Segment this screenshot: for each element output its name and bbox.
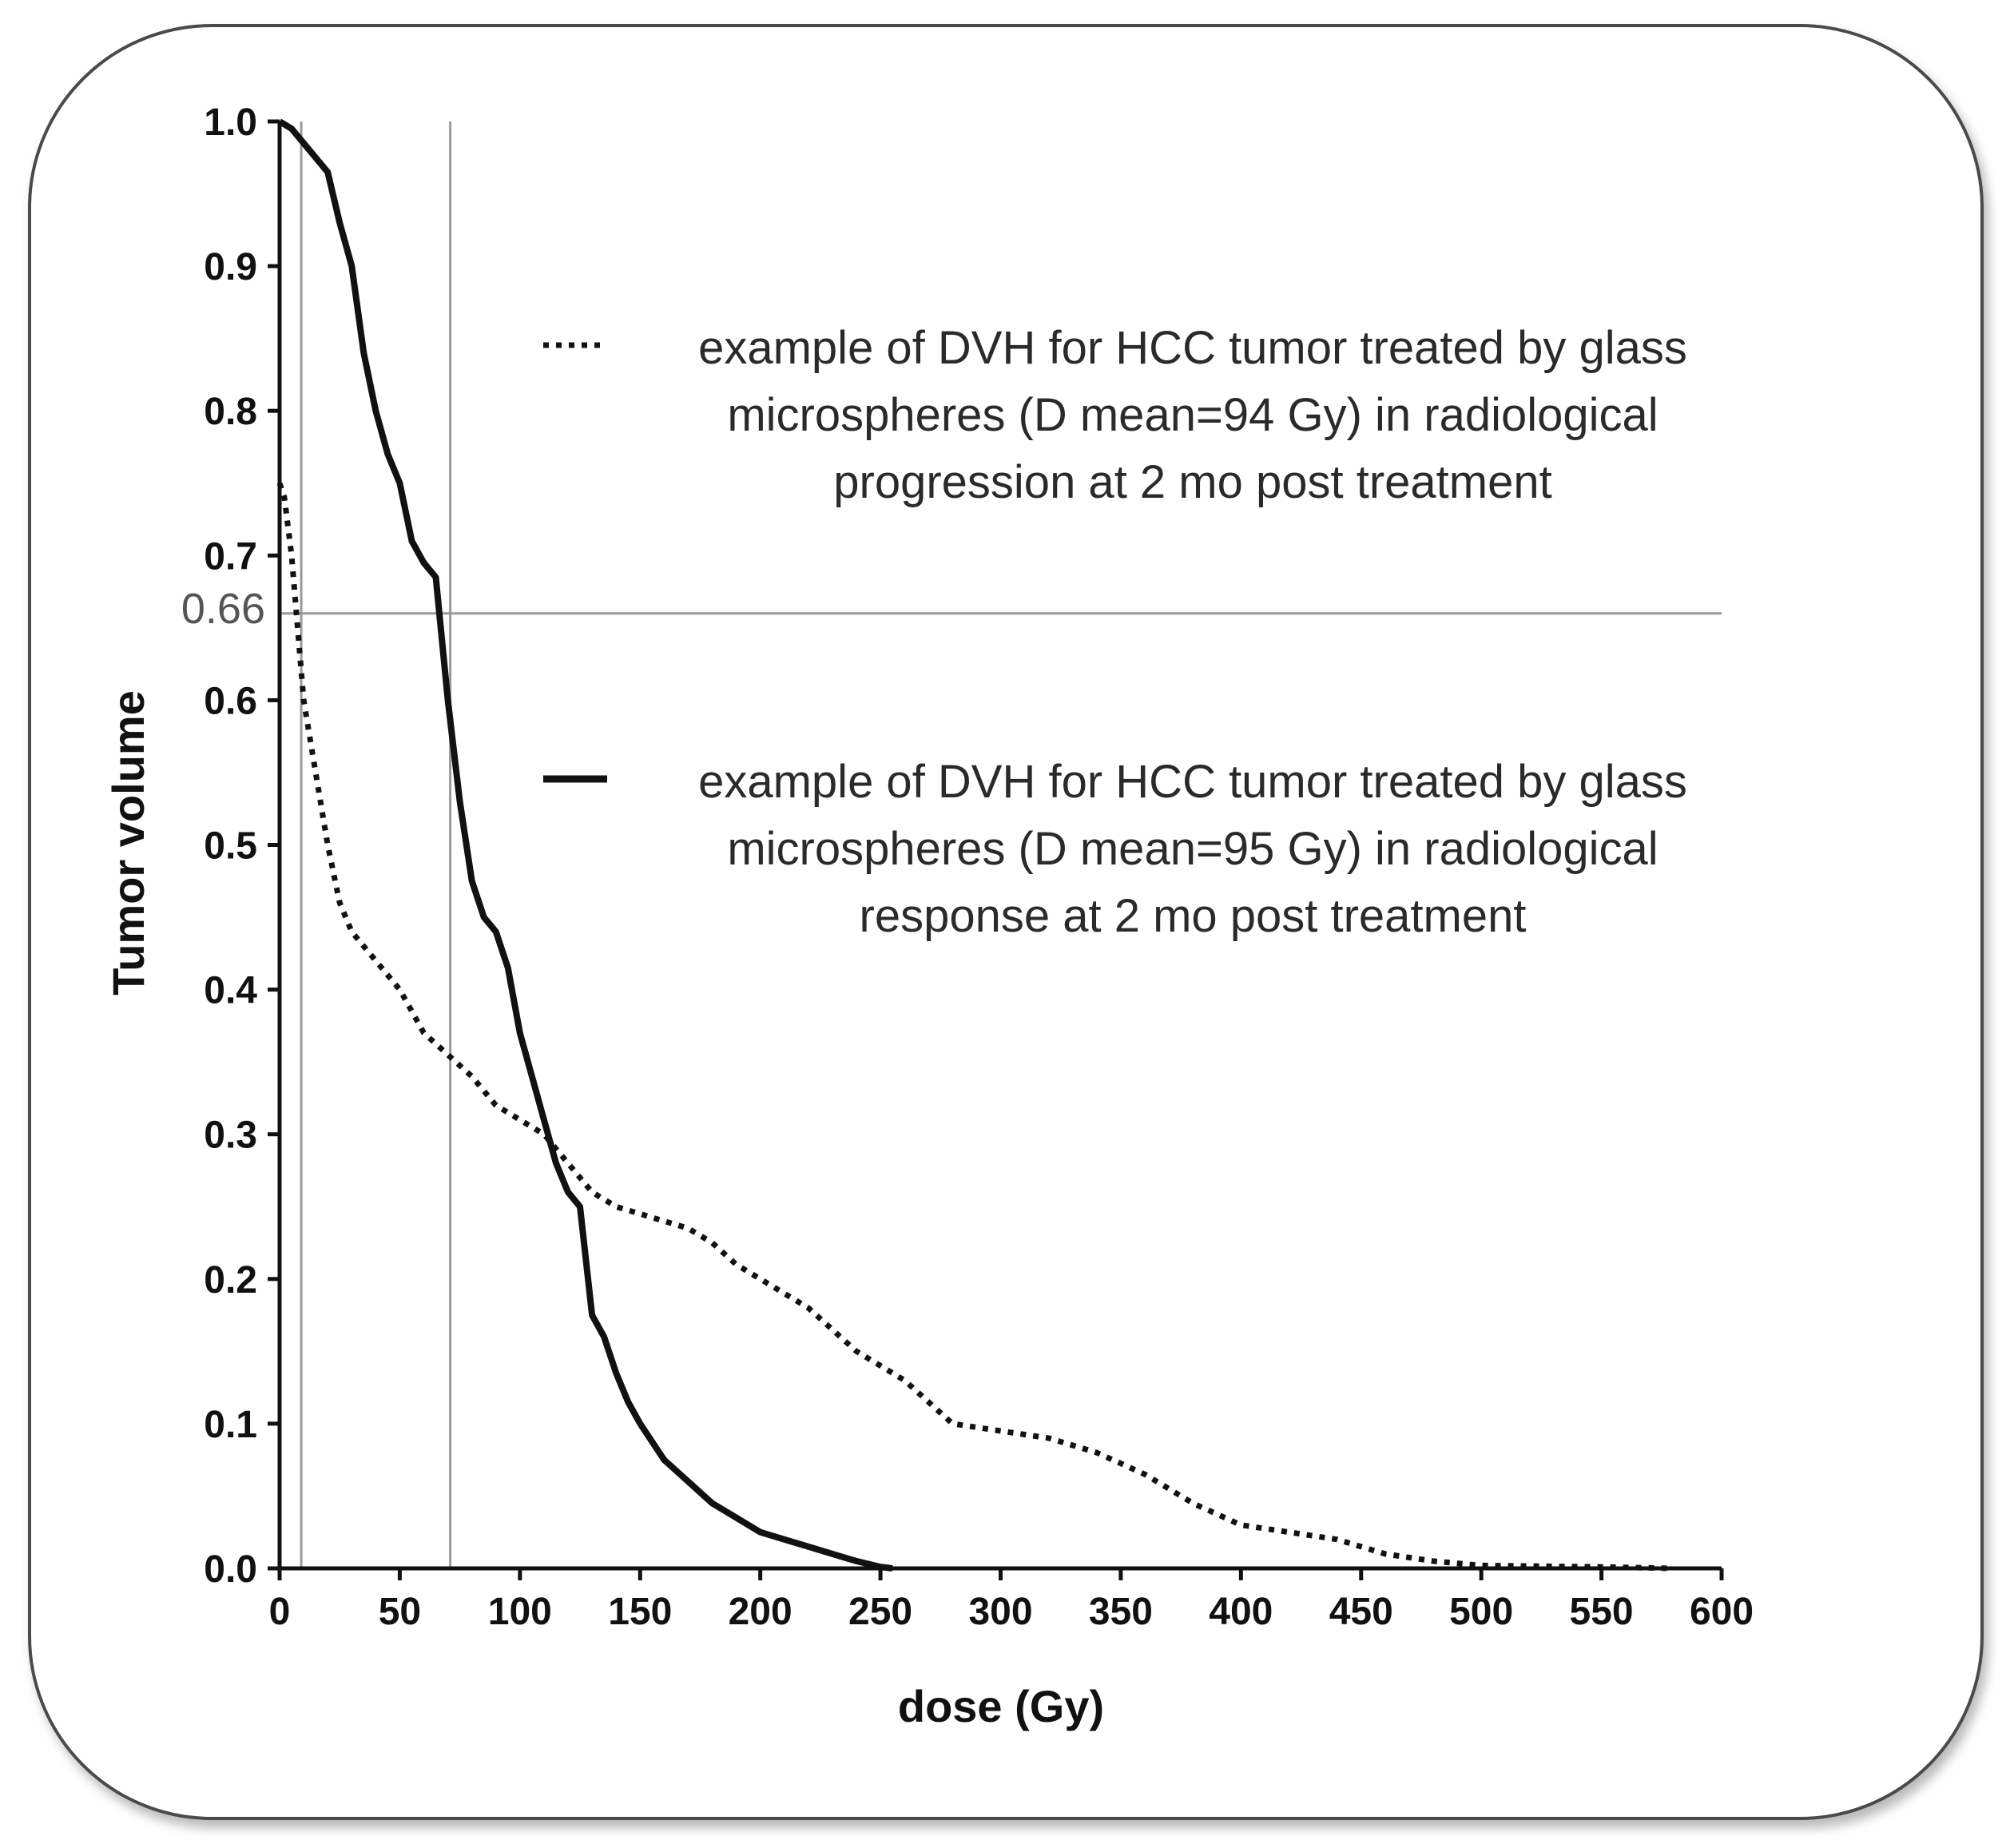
reference-lines (280, 121, 1722, 1568)
legend-text-response: example of DVH for HCC tumor treated by … (698, 756, 1687, 808)
y-tick-label: 0.0 (204, 1548, 257, 1591)
x-tick-label: 400 (1209, 1591, 1273, 1633)
x-tick-label: 500 (1449, 1591, 1513, 1633)
x-tick-label: 600 (1690, 1591, 1754, 1633)
y-tick-label: 0.2 (204, 1259, 257, 1302)
reference-line-label: 0.66 (181, 585, 265, 633)
x-tick-label: 150 (608, 1591, 672, 1633)
x-tick-label: 200 (729, 1591, 792, 1633)
x-axis-title: dose (Gy) (898, 1681, 1104, 1731)
series-line-progression (276, 482, 1674, 1572)
series-line-response (277, 118, 893, 1572)
x-tick-label: 550 (1570, 1591, 1634, 1633)
x-tick-label: 350 (1089, 1591, 1153, 1633)
y-tick-label: 0.4 (204, 970, 257, 1012)
y-tick-label: 0.8 (204, 391, 257, 433)
series-layer (276, 118, 1674, 1572)
y-tick-label: 0.5 (204, 825, 257, 868)
x-tick-label: 50 (379, 1591, 421, 1633)
y-tick-label: 0.1 (204, 1404, 257, 1446)
y-tick-label: 0.3 (204, 1115, 257, 1157)
legend-text-response: microspheres (D mean=95 Gy) in radiologi… (727, 823, 1658, 875)
x-tick-label: 450 (1329, 1591, 1393, 1633)
legend-text-progression: microspheres (D mean=94 Gy) in radiologi… (727, 389, 1658, 441)
y-tick-label: 0.7 (204, 535, 257, 578)
x-tick-label: 0 (269, 1591, 291, 1633)
y-axis-title: Tumor volume (103, 690, 153, 996)
y-tick-label: 0.6 (204, 680, 257, 722)
y-tick-label: 1.0 (204, 101, 257, 144)
y-tick-label: 0.9 (204, 246, 257, 288)
figure-frame (28, 24, 1984, 1820)
x-tick-label: 100 (488, 1591, 552, 1633)
legend-text-progression: example of DVH for HCC tumor treated by … (698, 322, 1687, 374)
legend: example of DVH for HCC tumor treated by … (543, 322, 1687, 942)
x-tick-label: 250 (848, 1591, 912, 1633)
legend-text-progression: progression at 2 mo post treatment (833, 456, 1551, 508)
x-tick-label: 300 (968, 1591, 1032, 1633)
legend-text-response: response at 2 mo post treatment (860, 890, 1527, 942)
axes: 0 50 100 150 200 250 300 350 400 450 500 550 600 0.0 0… (204, 101, 1754, 1633)
